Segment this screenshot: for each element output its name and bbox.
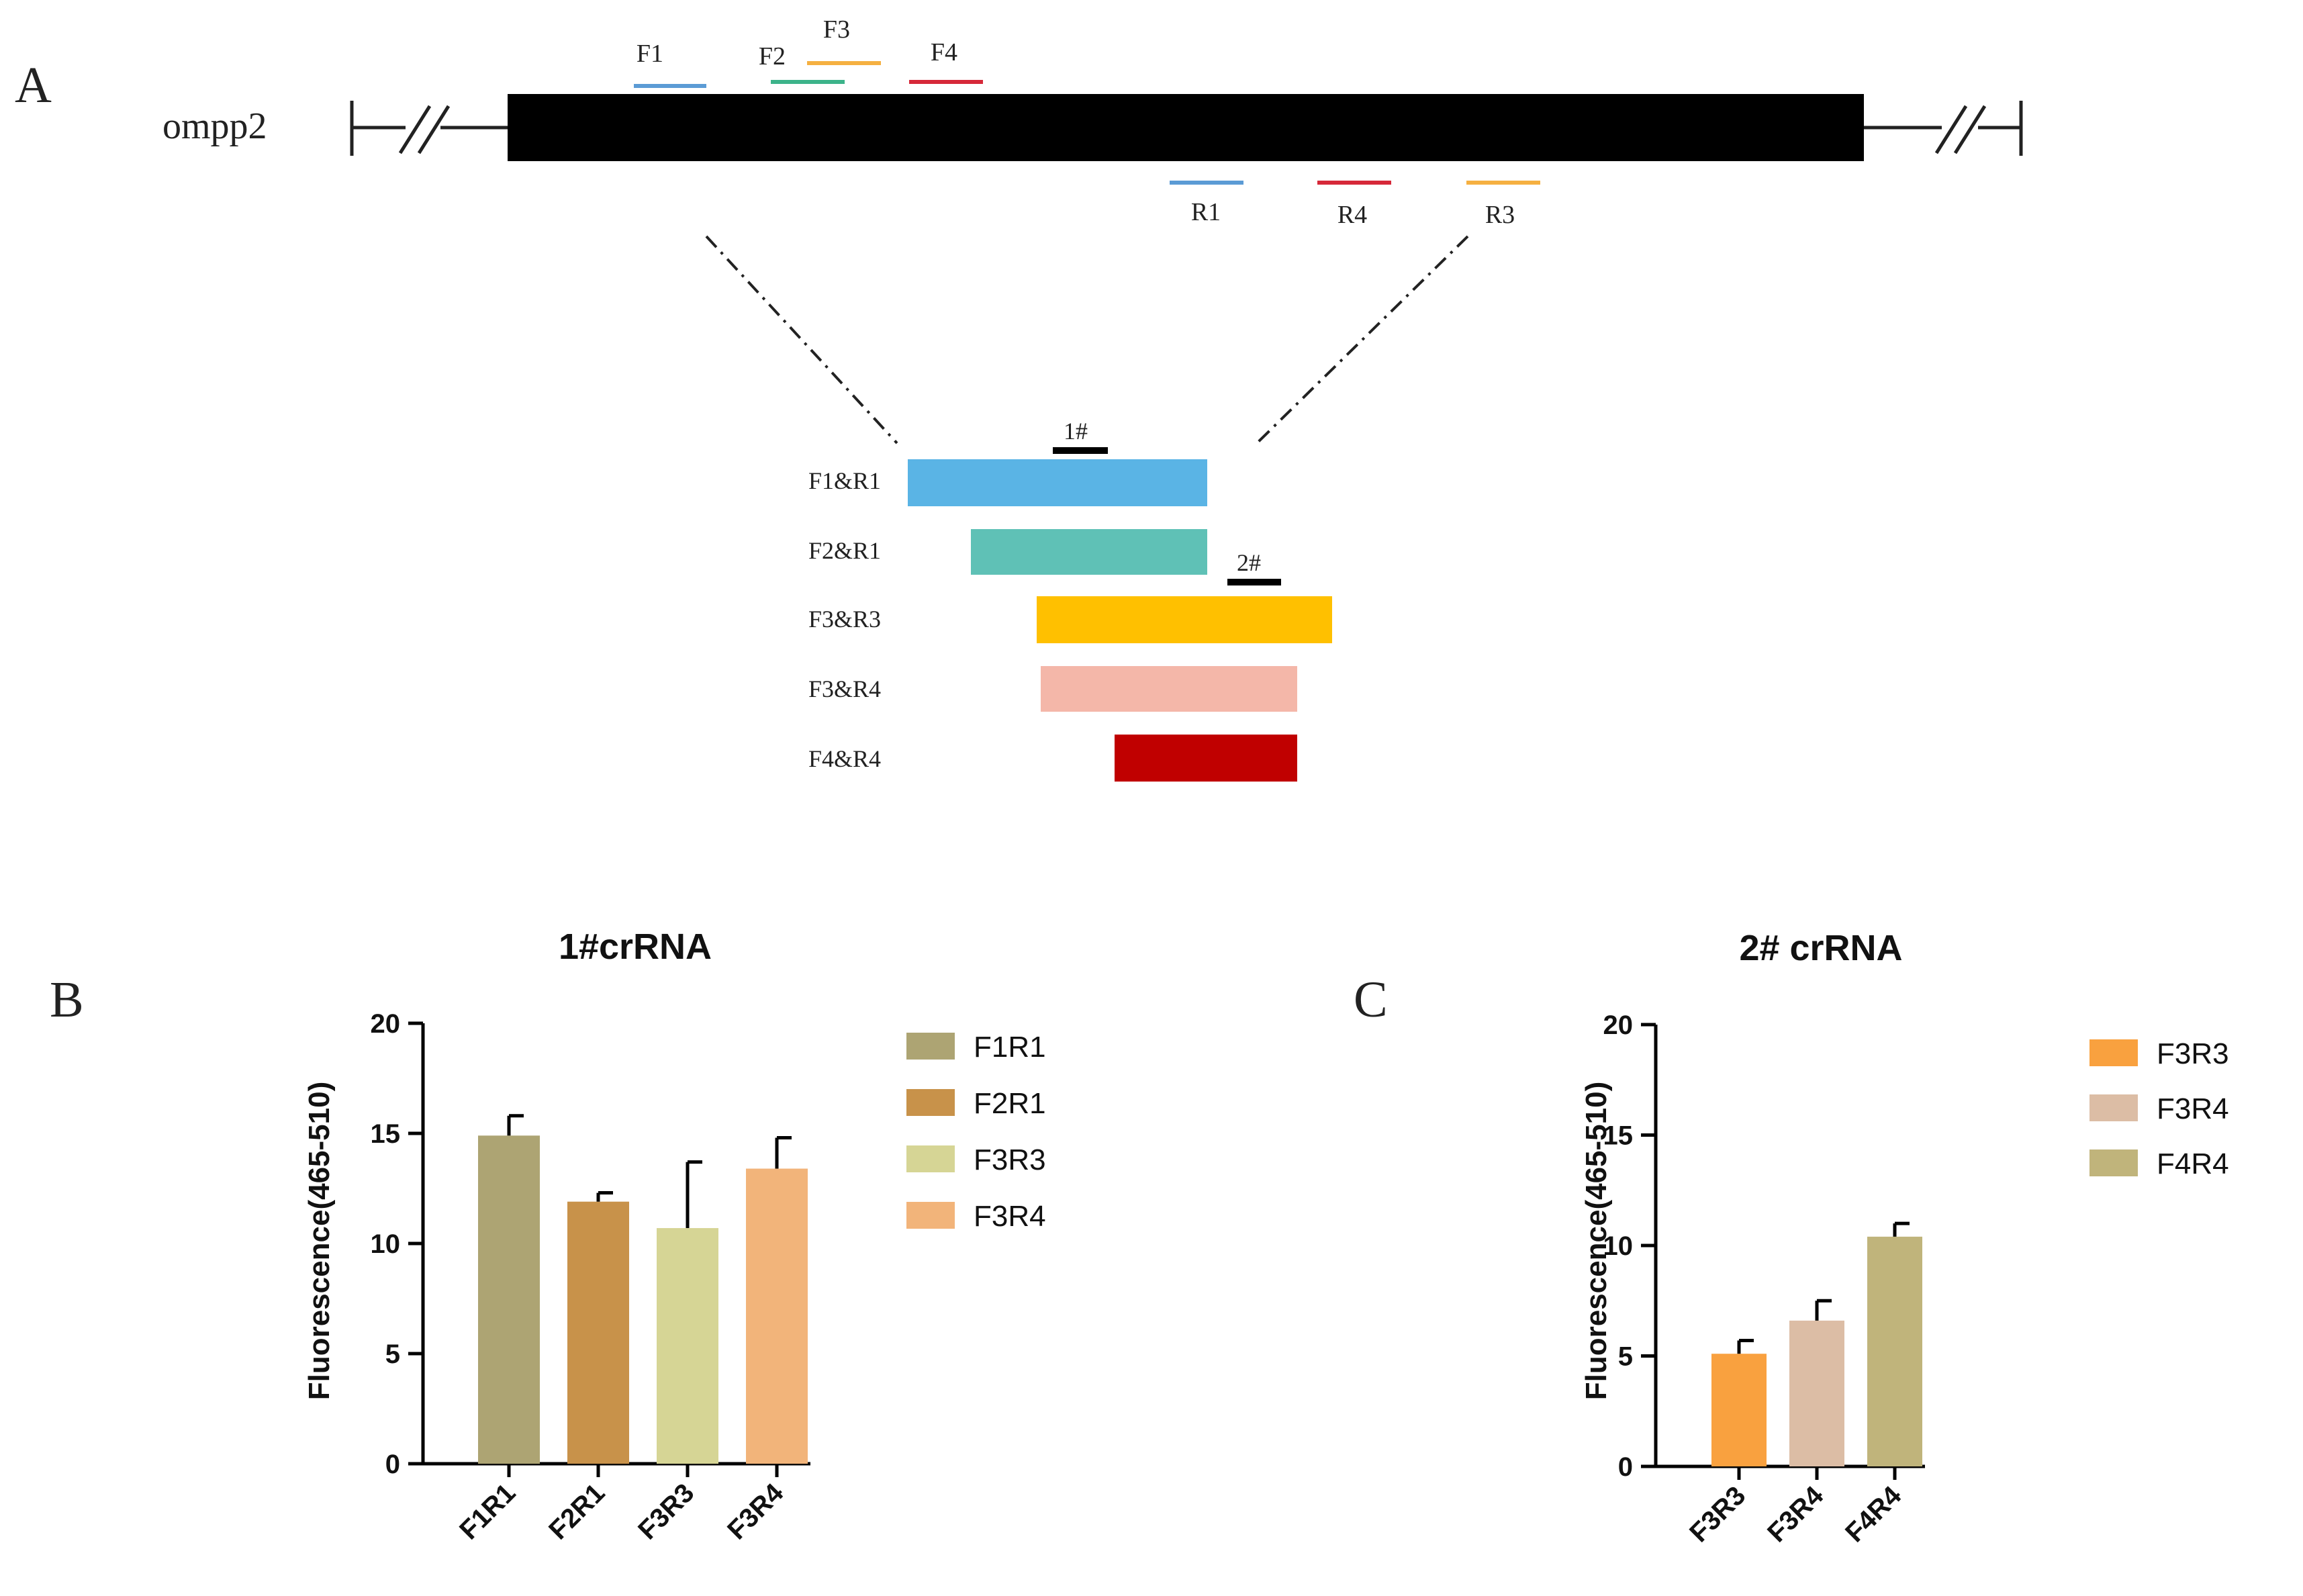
legend-label: F3R3 bbox=[2157, 1037, 2229, 1070]
amplicon-label: F3&R3 bbox=[808, 606, 881, 632]
legend-label: F1R1 bbox=[974, 1031, 1046, 1064]
y-tick-label: 10 bbox=[371, 1229, 401, 1259]
primer-label: F4 bbox=[931, 38, 957, 66]
legend-swatch bbox=[906, 1202, 955, 1229]
amplicon-f3-r3 bbox=[1037, 596, 1332, 643]
panel-b: B 1#crRNA Fluorescence(465-510) 0 5 10 15 20… bbox=[50, 927, 1046, 1546]
amplicon-f2-r1 bbox=[971, 529, 1207, 575]
crrna-1-label: 1# bbox=[1064, 418, 1088, 444]
x-tick-label: F3R4 bbox=[1762, 1481, 1830, 1548]
x-tick-label: F4R4 bbox=[1840, 1481, 1908, 1548]
x-tick-label: F1R1 bbox=[454, 1478, 521, 1545]
legend-label: F4R4 bbox=[2157, 1147, 2229, 1180]
y-tick-label: 10 bbox=[1603, 1231, 1634, 1261]
legend-swatch bbox=[906, 1033, 955, 1060]
y-tick-label: 0 bbox=[385, 1450, 400, 1479]
bar bbox=[1711, 1354, 1767, 1466]
amplicon-label: F3&R4 bbox=[808, 675, 881, 702]
y-tick-label: 20 bbox=[371, 1009, 401, 1039]
crrna-marks: 1# 2# bbox=[1053, 418, 1281, 585]
y-tick-label: 0 bbox=[1618, 1452, 1633, 1482]
legend-label: F3R4 bbox=[2157, 1092, 2229, 1125]
bar bbox=[1789, 1320, 1844, 1466]
x-tick-label: F3R4 bbox=[722, 1478, 790, 1546]
primer-label: F2 bbox=[759, 42, 786, 71]
legend-swatch bbox=[906, 1089, 955, 1116]
bar bbox=[657, 1228, 718, 1464]
primer-label: F3 bbox=[823, 15, 850, 44]
legend-swatch bbox=[2089, 1094, 2138, 1121]
amplicon-f3-r4 bbox=[1041, 666, 1297, 712]
legend-swatch bbox=[2089, 1039, 2138, 1066]
crrna-1-mark bbox=[1053, 447, 1108, 454]
amplicon-f4-r4 bbox=[1115, 735, 1297, 782]
amplicons: F1&R1 F2&R1 F3&R3 F3&R4 F4&R4 bbox=[808, 459, 1332, 782]
amplicon-f1-r1 bbox=[908, 459, 1207, 506]
ompp2-gene-body bbox=[508, 94, 1864, 161]
y-tick-label: 5 bbox=[1618, 1342, 1633, 1372]
legend-swatch bbox=[2089, 1149, 2138, 1176]
panel-c: C 2# crRNA Fluorescence(465-510) 0 5 10 15 2… bbox=[1354, 928, 2229, 1548]
crrna-2-mark bbox=[1227, 579, 1281, 585]
y-tick-label: 15 bbox=[1603, 1121, 1634, 1151]
bar bbox=[746, 1168, 808, 1464]
panel-c-label: C bbox=[1354, 972, 1388, 1028]
legend-b: F1R1 F2R1 F3R3 F3R4 bbox=[906, 1031, 1046, 1233]
primer-label: R1 bbox=[1191, 198, 1221, 226]
bar bbox=[567, 1201, 629, 1464]
zoom-lines bbox=[705, 235, 1469, 444]
primer-label: R3 bbox=[1485, 201, 1515, 229]
panel-a-label: A bbox=[15, 57, 52, 113]
bar-chart-c: 0 5 10 15 20 F3R3 F3R4 F4R4 bbox=[1603, 1011, 1925, 1548]
amplicon-label: F4&R4 bbox=[808, 745, 881, 772]
legend-label: F2R1 bbox=[974, 1087, 1046, 1120]
y-axis-label: Fluorescence(465-510) bbox=[1580, 1082, 1613, 1400]
crrna-2-label: 2# bbox=[1237, 549, 1261, 576]
legend-c: F3R3 F3R4 F4R4 bbox=[2089, 1037, 2229, 1180]
y-tick-label: 5 bbox=[385, 1340, 400, 1369]
panel-a: A ompp2 F1 F2 F3 F4 bbox=[15, 15, 2023, 782]
y-tick-label: 15 bbox=[371, 1119, 401, 1149]
bar-chart-b: 0 5 10 15 20 F1R1 F2R1 F3R3 F3R4 bbox=[371, 1009, 810, 1546]
legend-label: F3R4 bbox=[974, 1200, 1046, 1233]
legend-swatch bbox=[906, 1145, 955, 1172]
primer-label: F1 bbox=[637, 40, 663, 68]
gene-backbone bbox=[350, 101, 2023, 156]
bar bbox=[1867, 1236, 1922, 1466]
x-tick-label: F3R3 bbox=[632, 1478, 700, 1545]
panel-b-label: B bbox=[50, 972, 84, 1028]
x-tick-label: F3R3 bbox=[1684, 1481, 1751, 1548]
chart-title: 2# crRNA bbox=[1739, 928, 1902, 968]
y-axis-label: Fluorescence(465-510) bbox=[303, 1082, 336, 1400]
y-tick-label: 20 bbox=[1603, 1011, 1634, 1040]
chart-title: 1#crRNA bbox=[559, 927, 712, 967]
x-tick-label: F2R1 bbox=[543, 1478, 610, 1545]
primer-label: R4 bbox=[1337, 201, 1367, 229]
forward-primers: F1 F2 F3 F4 bbox=[634, 15, 983, 88]
amplicon-label: F2&R1 bbox=[808, 537, 881, 564]
legend-label: F3R3 bbox=[974, 1143, 1046, 1176]
bar bbox=[478, 1135, 540, 1464]
reverse-primers: R1 R4 R3 bbox=[1170, 181, 1540, 229]
gene-name: ompp2 bbox=[162, 105, 267, 147]
amplicon-label: F1&R1 bbox=[808, 467, 881, 494]
